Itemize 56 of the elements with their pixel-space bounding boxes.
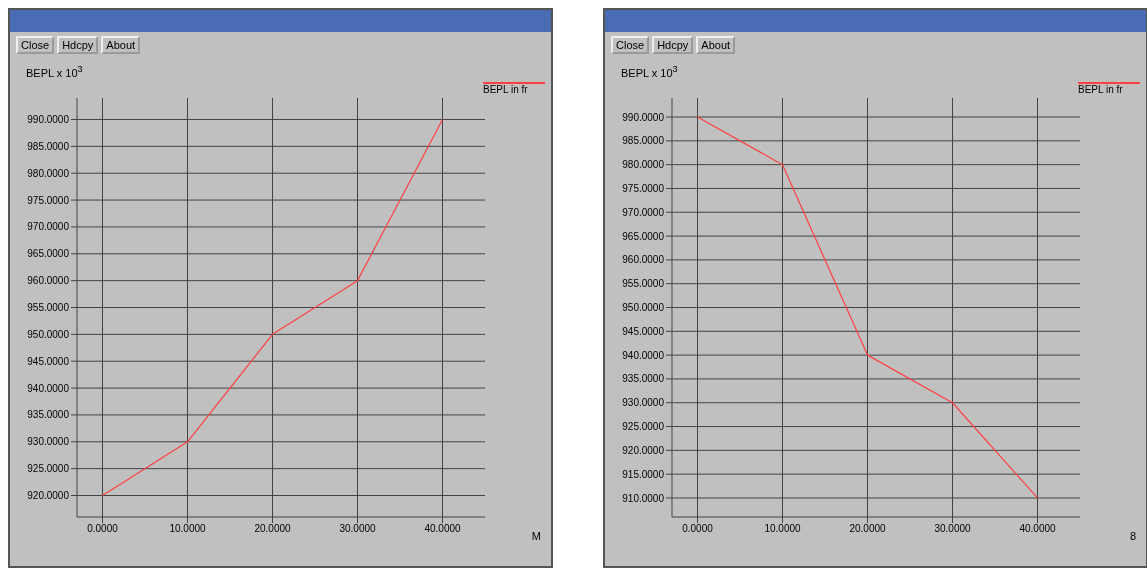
- x-tick-label: 0.0000: [87, 523, 119, 535]
- y-tick-label: 935.0000: [622, 373, 665, 385]
- y-tick-label: 920.0000: [27, 490, 70, 502]
- text: Close: [611, 36, 650, 54]
- x-tick-label: 10.0000: [764, 523, 802, 535]
- x-axis-title: 8: [1129, 530, 1136, 542]
- text: About: [101, 36, 141, 54]
- y-tick-label: 920.0000: [622, 444, 665, 456]
- y-tick-label: 950.0000: [27, 328, 70, 340]
- y-tick-label: 940.0000: [622, 349, 665, 361]
- x-tick-label: 0.0000: [682, 523, 714, 535]
- x-tick-label: 20.0000: [849, 523, 887, 535]
- text: BEPL in fr: [483, 84, 529, 95]
- x-tick-label: 40.0000: [1019, 523, 1057, 535]
- text: Hdcpy: [57, 36, 99, 54]
- y-tick-label: 910.0000: [622, 492, 665, 504]
- y-tick-label: 925.0000: [27, 463, 70, 475]
- y-tick-label: 925.0000: [622, 421, 665, 433]
- y-tick-label: 955.0000: [622, 278, 665, 290]
- x-axis-title: M: [531, 530, 541, 542]
- y-tick-label: 915.0000: [622, 468, 665, 480]
- line-series: [696, 116, 1039, 499]
- y-tick-label: 970.0000: [27, 221, 70, 233]
- y-tick-label: 935.0000: [27, 409, 70, 421]
- line-series: [101, 118, 444, 497]
- text: Hdcpy: [652, 36, 694, 54]
- y-tick-label: 990.0000: [27, 114, 70, 126]
- y-tick-label: 985.0000: [27, 140, 70, 152]
- x-tick-label: 10.0000: [169, 523, 207, 535]
- y-tick-label: 940.0000: [27, 382, 70, 394]
- text: About: [696, 36, 736, 54]
- y-tick-label: 960.0000: [622, 254, 665, 266]
- y-tick-label: 960.0000: [27, 275, 70, 287]
- y-tick-label: 945.0000: [622, 325, 665, 337]
- y-tick-label: 980.0000: [622, 159, 665, 171]
- y-tick-label: 965.0000: [622, 230, 665, 242]
- x-tick-label: 30.0000: [339, 523, 377, 535]
- y-tick-label: 950.0000: [622, 302, 665, 314]
- y-tick-label: 955.0000: [27, 302, 70, 314]
- y-tick-label: 930.0000: [27, 436, 70, 448]
- y-tick-label: 985.0000: [622, 135, 665, 147]
- text: Close: [16, 36, 55, 54]
- y-axis-title: BEPL x 10$^{3}$: [26, 64, 83, 79]
- y-tick-label: 970.0000: [622, 206, 665, 218]
- text: BEPL in fr: [1078, 84, 1124, 95]
- y-axis-title: BEPL x 10$^{3}$: [621, 64, 678, 79]
- x-tick-label: 20.0000: [254, 523, 292, 535]
- y-tick-label: 965.0000: [27, 248, 70, 260]
- y-tick-label: 930.0000: [622, 397, 665, 409]
- y-tick-label: 975.0000: [27, 194, 70, 206]
- y-tick-label: 945.0000: [27, 355, 70, 367]
- y-tick-label: 980.0000: [27, 167, 70, 179]
- x-tick-label: 30.0000: [934, 523, 972, 535]
- y-tick-label: 990.0000: [622, 111, 665, 123]
- x-tick-label: 40.0000: [424, 523, 462, 535]
- y-tick-label: 975.0000: [622, 183, 665, 195]
